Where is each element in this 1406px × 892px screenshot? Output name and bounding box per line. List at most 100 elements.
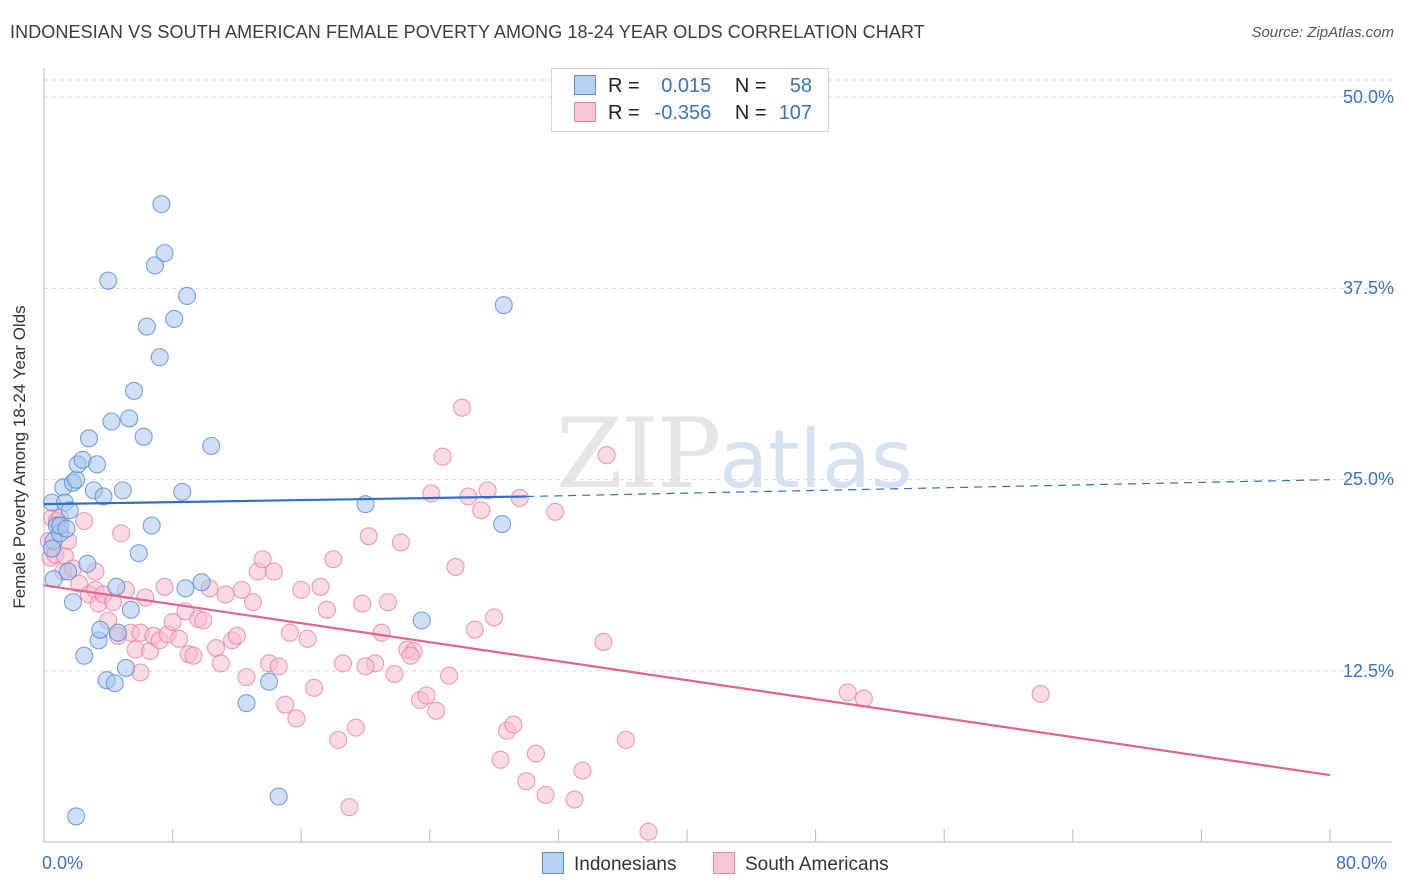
- south-americans-point: [269, 657, 288, 676]
- watermark-atlas: atlas: [719, 413, 913, 506]
- south-americans-point: [112, 524, 131, 543]
- legend-n-label: N =: [734, 102, 767, 124]
- indonesians-point: [137, 317, 156, 336]
- south-americans-point: [526, 744, 545, 763]
- indonesians-point: [57, 519, 76, 538]
- south-americans-point: [440, 666, 459, 685]
- south-americans-point: [504, 715, 523, 734]
- indonesians-point: [121, 600, 140, 619]
- y-tick-label-12-5: 12.5%: [1342, 661, 1394, 681]
- south-americans-point: [446, 557, 465, 576]
- indonesians-point: [493, 515, 512, 534]
- x-tick-label-max: 80.0%: [1336, 853, 1388, 873]
- y-tick-label-50: 50.0%: [1342, 87, 1394, 107]
- indonesians-point: [237, 694, 256, 713]
- bottom-legend-south-americans: South Americans: [713, 852, 889, 876]
- south-americans-point: [264, 562, 283, 581]
- indonesians-point: [120, 409, 139, 428]
- south-americans-point: [136, 588, 155, 607]
- indonesians-point: [116, 658, 136, 677]
- source-label: Source: ZipAtlas.com: [1251, 24, 1394, 41]
- south-americans-point: [391, 533, 410, 552]
- south-americans-point: [491, 750, 510, 769]
- south-americans-point: [324, 550, 343, 569]
- indonesians-point: [178, 286, 197, 306]
- indonesians-point: [176, 579, 195, 598]
- south-americans-point: [292, 580, 311, 599]
- south-americans-point: [359, 527, 378, 546]
- south-americans-point: [194, 611, 213, 630]
- south-americans-point: [237, 668, 256, 687]
- indonesians-point: [102, 412, 121, 431]
- indonesians-point: [173, 482, 192, 501]
- south-americans-point: [427, 701, 446, 720]
- indonesians-point: [99, 271, 118, 290]
- y-tick-label-37-5: 37.5%: [1342, 278, 1394, 298]
- indonesians-point: [79, 429, 99, 448]
- indonesians-point: [60, 501, 79, 520]
- south-americans-point: [227, 626, 246, 645]
- indonesians-point: [75, 646, 94, 665]
- legend-n-value: 58: [789, 75, 813, 97]
- south-americans-point: [356, 657, 375, 676]
- south-americans-point: [75, 511, 94, 531]
- indonesians-trend-line: [43, 495, 527, 506]
- legend-n-value: 107: [778, 102, 813, 124]
- indonesians-point: [152, 195, 171, 214]
- indonesians-point: [91, 620, 110, 639]
- indonesians-legend-label: Indonesians: [574, 854, 677, 875]
- indonesians-point: [113, 481, 132, 500]
- south-americans-point: [401, 646, 420, 665]
- indonesians-point: [142, 516, 161, 535]
- indonesians-point: [94, 487, 113, 506]
- indonesians-point: [78, 554, 97, 573]
- chart-title: INDONESIAN VS SOUTH AMERICAN FEMALE POVE…: [10, 22, 925, 42]
- south-americans-legend-swatch: [713, 852, 735, 874]
- x-tick-label-min: 0.0%: [42, 853, 84, 873]
- legend-n-label: N =: [734, 75, 767, 97]
- south-americans-point: [510, 488, 529, 508]
- indonesians-trend-extension: [526, 479, 1331, 498]
- indonesians-point: [202, 436, 221, 456]
- south-americans-point: [287, 709, 306, 728]
- south-americans-point: [206, 638, 226, 658]
- south-americans-point: [372, 623, 391, 642]
- south-americans-swatch: [574, 102, 596, 122]
- south-americans-point: [385, 665, 404, 684]
- indonesians-point: [124, 381, 144, 400]
- indonesians-point: [67, 470, 86, 489]
- south-americans-point: [1031, 684, 1050, 704]
- south-americans-point: [253, 550, 272, 569]
- south-americans-point: [417, 686, 436, 705]
- south-americans-trend-line: [43, 584, 1331, 777]
- south-americans-point: [305, 678, 324, 697]
- indonesians-point: [105, 674, 124, 693]
- legend-row-indonesians: R = 0.015 N = 58: [574, 75, 812, 99]
- south-americans-point: [169, 629, 189, 648]
- legend-row-south-americans: R = -0.356 N = 107: [574, 102, 812, 126]
- indonesians-point: [259, 672, 279, 691]
- south-americans-point: [243, 593, 263, 612]
- south-americans-point: [485, 608, 504, 627]
- legend-r-value: -0.356: [654, 102, 712, 124]
- south-americans-point: [422, 484, 441, 503]
- indonesians-point: [192, 573, 211, 592]
- indonesians-point: [63, 593, 82, 612]
- south-americans-point: [838, 683, 857, 702]
- south-americans-point: [546, 502, 565, 521]
- south-americans-point: [346, 718, 365, 737]
- indonesians-point: [129, 544, 148, 563]
- south-americans-point: [317, 600, 336, 619]
- south-americans-point: [211, 654, 230, 673]
- indonesians-point: [134, 427, 153, 446]
- south-americans-point: [163, 612, 182, 632]
- south-americans-point: [353, 594, 372, 613]
- south-americans-legend-label: South Americans: [745, 854, 889, 875]
- south-americans-point: [565, 790, 584, 809]
- indonesians-point: [150, 348, 169, 367]
- indonesians-point: [59, 562, 78, 581]
- south-americans-point: [298, 629, 317, 648]
- indonesians-point: [165, 309, 184, 328]
- indonesians-point: [42, 539, 62, 558]
